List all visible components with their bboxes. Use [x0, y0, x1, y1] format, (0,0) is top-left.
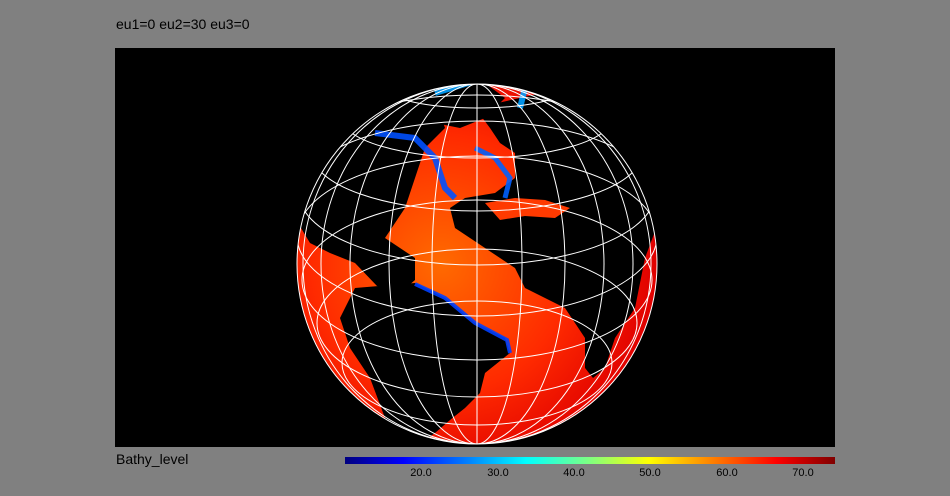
variable-label: Bathy_level — [116, 451, 189, 467]
plot-title: eu1=0 eu2=30 eu3=0 — [116, 16, 250, 32]
colorbar-tick: 50.0 — [639, 467, 661, 479]
longitude-line — [388, 84, 566, 444]
map-plot-area — [115, 48, 835, 447]
longitude-line — [349, 84, 605, 444]
colorbar-tick: 20.0 — [410, 467, 432, 479]
globe-map — [296, 83, 658, 445]
longitude-line — [431, 84, 523, 444]
colorbar-tick: 60.0 — [716, 467, 738, 479]
shelf-south-america — [414, 282, 512, 354]
eurasia-africa-land — [450, 88, 657, 378]
shelf-europe — [473, 145, 513, 199]
colorbar-gradient — [345, 457, 835, 464]
mediterranean-sea — [485, 198, 570, 220]
colorbar-tick: 30.0 — [487, 467, 509, 479]
longitude-line — [320, 84, 634, 444]
longitude-line — [302, 84, 652, 444]
south-america-land — [340, 283, 510, 444]
colorbar-tick: 40.0 — [563, 467, 585, 479]
colorbar-tick: 70.0 — [792, 467, 814, 479]
globe-outline — [296, 83, 658, 445]
colorbar: 20.0 30.0 40.0 50.0 60.0 70.0 — [345, 457, 835, 479]
